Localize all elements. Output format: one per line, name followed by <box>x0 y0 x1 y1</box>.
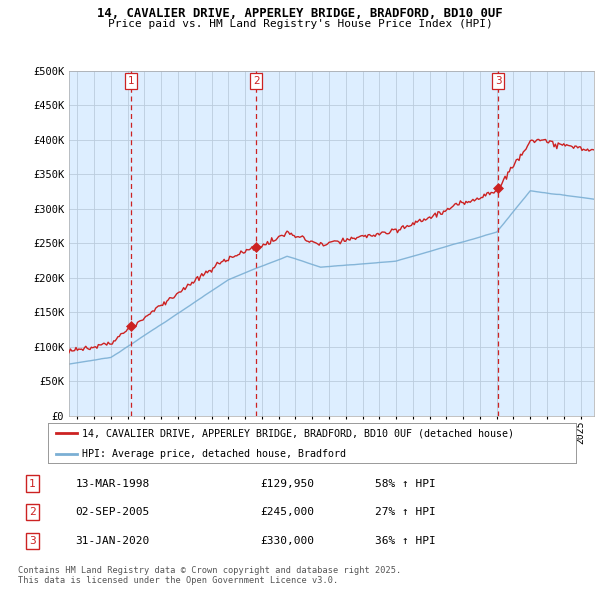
Text: 02-SEP-2005: 02-SEP-2005 <box>76 507 150 517</box>
Text: 2: 2 <box>29 507 36 517</box>
Text: 36% ↑ HPI: 36% ↑ HPI <box>375 536 436 546</box>
Text: 58% ↑ HPI: 58% ↑ HPI <box>375 478 436 489</box>
Text: £129,950: £129,950 <box>260 478 314 489</box>
Text: 14, CAVALIER DRIVE, APPERLEY BRIDGE, BRADFORD, BD10 0UF (detached house): 14, CAVALIER DRIVE, APPERLEY BRIDGE, BRA… <box>82 428 514 438</box>
Text: 1: 1 <box>29 478 36 489</box>
Text: 3: 3 <box>495 76 502 86</box>
Text: 13-MAR-1998: 13-MAR-1998 <box>76 478 150 489</box>
Text: Contains HM Land Registry data © Crown copyright and database right 2025.
This d: Contains HM Land Registry data © Crown c… <box>18 566 401 585</box>
Text: Price paid vs. HM Land Registry's House Price Index (HPI): Price paid vs. HM Land Registry's House … <box>107 19 493 29</box>
Text: 3: 3 <box>29 536 36 546</box>
Text: £330,000: £330,000 <box>260 536 314 546</box>
Text: 31-JAN-2020: 31-JAN-2020 <box>76 536 150 546</box>
Text: HPI: Average price, detached house, Bradford: HPI: Average price, detached house, Brad… <box>82 450 346 460</box>
Text: 1: 1 <box>128 76 134 86</box>
Text: £245,000: £245,000 <box>260 507 314 517</box>
Text: 14, CAVALIER DRIVE, APPERLEY BRIDGE, BRADFORD, BD10 0UF: 14, CAVALIER DRIVE, APPERLEY BRIDGE, BRA… <box>97 7 503 20</box>
Text: 2: 2 <box>253 76 260 86</box>
Text: 27% ↑ HPI: 27% ↑ HPI <box>375 507 436 517</box>
